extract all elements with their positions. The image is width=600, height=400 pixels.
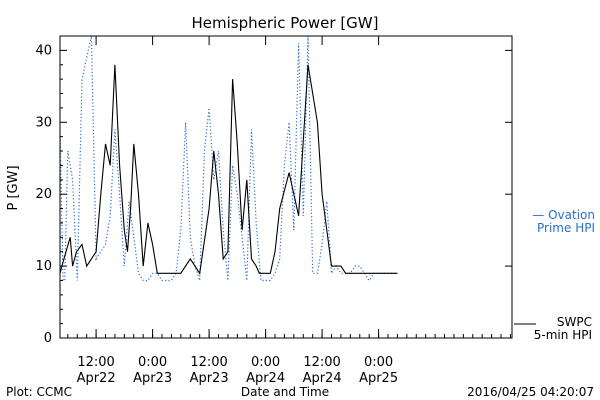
legend-swpc-line1: SWPC [557, 315, 592, 329]
legend-ovation-line1: — Ovation [532, 208, 595, 222]
y-tick-label: 0 [44, 331, 52, 346]
x-tick-label-day: Apr23 [133, 371, 172, 386]
x-tick-label-hour: 12:00 [77, 355, 114, 370]
y-tick-label: 10 [35, 259, 52, 274]
axis-layer: 01020304012:00Apr220:00Apr2312:00Apr230:… [35, 35, 513, 386]
x-tick-label-hour: 0:00 [251, 355, 280, 370]
y-axis-label: P [GW] [6, 165, 21, 210]
y-tick-label: 40 [35, 43, 52, 58]
y-tick-label: 20 [35, 187, 52, 202]
x-axis-label: Date and Time [241, 385, 329, 399]
x-tick-label-hour: 12:00 [190, 355, 227, 370]
x-tick-label-hour: 0:00 [364, 355, 393, 370]
footer-timestamp: 2016/04/25 04:20:07 [467, 385, 594, 399]
chart-title: Hemispheric Power [GW] [192, 14, 379, 32]
x-tick-label-day: Apr24 [246, 371, 285, 386]
legend-swpc: SWPC 5-min HPI [514, 315, 592, 342]
legend-swpc-line2: 5-min HPI [534, 328, 592, 342]
series-layer [60, 36, 398, 282]
legend-ovation-line2: Prime HPI [537, 221, 595, 235]
x-tick-label-day: Apr24 [303, 371, 342, 386]
legend-ovation: — Ovation Prime HPI [532, 208, 595, 235]
x-tick-label-day: Apr22 [77, 371, 116, 386]
x-tick-label-hour: 0:00 [138, 355, 167, 370]
x-tick-label-day: Apr25 [359, 371, 398, 386]
x-tick-label-hour: 12:00 [303, 355, 340, 370]
plot-frame [59, 35, 513, 339]
series-swpc-line [60, 64, 398, 275]
y-tick-label: 30 [35, 115, 52, 130]
x-tick-label-day: Apr23 [190, 371, 229, 386]
footer-credit: Plot: CCMC [6, 385, 72, 399]
